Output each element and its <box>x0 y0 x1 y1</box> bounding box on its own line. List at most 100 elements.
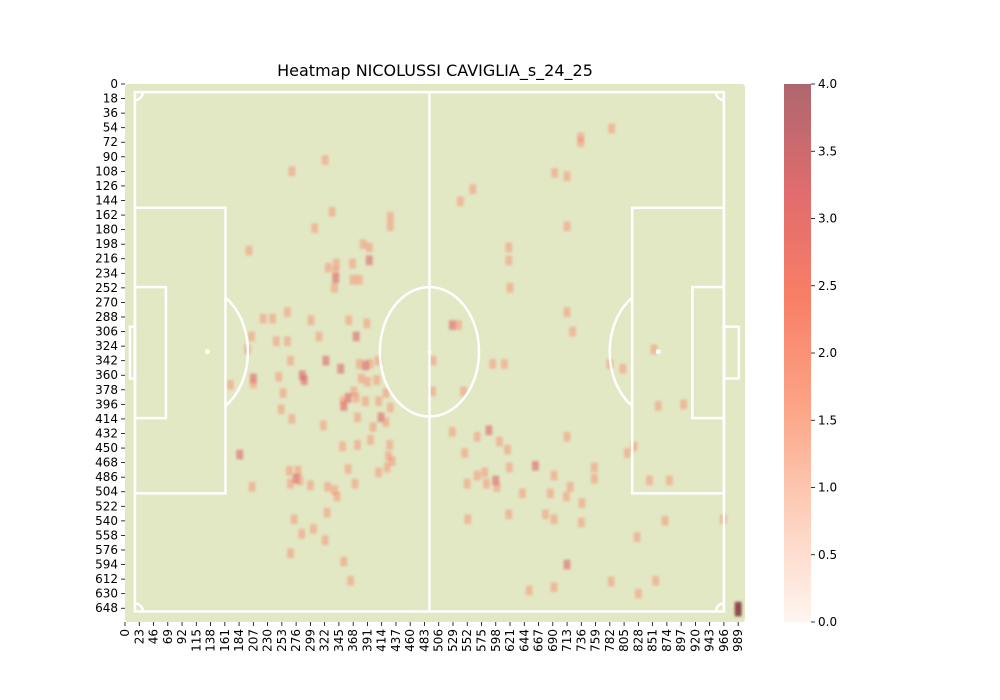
heat-cell <box>310 524 317 534</box>
heat-cell <box>365 242 373 253</box>
y-tick-label: 216 <box>95 252 118 266</box>
heat-cell <box>352 331 360 342</box>
heat-cell <box>448 427 456 437</box>
heat-cell <box>492 475 500 486</box>
heat-cell <box>323 507 331 518</box>
colorbar-tick-label: 2.0 <box>818 346 837 360</box>
center-circle <box>378 285 481 418</box>
heat-cell <box>455 320 462 330</box>
y-tick-label: 180 <box>95 223 118 237</box>
heat-cell <box>320 420 327 431</box>
heat-cell <box>245 245 253 256</box>
heat-cell <box>505 509 513 520</box>
heat-cell <box>340 556 348 567</box>
heat-cell <box>506 283 514 293</box>
colorbar-tick-label: 3.0 <box>818 212 837 226</box>
y-tick-label: 324 <box>95 339 118 353</box>
heat-cell <box>505 255 513 266</box>
heat-cell <box>734 601 742 612</box>
heat-cell <box>269 313 276 324</box>
heat-cell <box>481 467 488 478</box>
y-tick-label: 288 <box>95 310 118 324</box>
heat-cell <box>382 417 390 427</box>
heat-cell <box>496 436 503 447</box>
heat-cell <box>236 449 244 460</box>
heat-cell <box>382 388 390 398</box>
heat-cell <box>375 396 382 406</box>
heat-cell <box>337 363 345 374</box>
x-tick-label: 667 <box>532 629 546 652</box>
heat-cell <box>483 478 490 489</box>
heat-cell <box>324 482 332 492</box>
y-tick-label: 90 <box>103 150 118 164</box>
heat-cell <box>550 470 558 481</box>
x-tick-label: 989 <box>731 629 745 652</box>
corner-arc <box>714 91 725 102</box>
heat-cell <box>493 482 501 492</box>
heat-cell <box>272 336 280 347</box>
x-tick-label: 299 <box>303 629 317 652</box>
heat-cell <box>563 491 570 502</box>
heat-cell <box>652 575 660 586</box>
heat-cell <box>473 431 481 442</box>
x-tick-label: 322 <box>318 629 332 652</box>
heat-cell <box>339 441 346 452</box>
heat-cell <box>362 360 369 371</box>
x-axis: 0 23 46 69 92 115 138 161 184 207 230 253 276 299 322 3… <box>118 622 745 652</box>
left-goal <box>128 325 137 380</box>
heat-cell <box>377 412 385 423</box>
heat-cell <box>369 422 377 432</box>
y-tick-label: 504 <box>95 485 118 499</box>
x-tick-label: 437 <box>389 629 403 652</box>
y-tick-label: 0 <box>110 77 118 91</box>
heat-cell <box>349 258 356 269</box>
heat-cell <box>284 307 291 317</box>
heat-cell <box>339 396 347 406</box>
heat-cell <box>578 498 586 508</box>
right-goal <box>722 325 741 380</box>
x-tick-label: 529 <box>446 629 460 652</box>
corner-arc <box>714 602 725 612</box>
heat-cell <box>666 475 673 486</box>
heat-cell <box>429 355 437 366</box>
heat-cell <box>654 401 662 411</box>
heat-cell <box>650 344 658 355</box>
heat-cell <box>608 123 616 134</box>
heat-cell <box>373 375 381 385</box>
heat-cell <box>374 355 382 366</box>
heat-cell <box>680 399 687 410</box>
x-tick-label: 552 <box>460 629 474 652</box>
heat-cell <box>590 462 598 473</box>
y-tick-label: 252 <box>95 281 118 295</box>
heat-cell <box>525 585 533 596</box>
heat-cell <box>332 273 340 283</box>
chart-title: Heatmap NICOLUSSI CAVIGLIA_s_24_25 <box>277 61 593 81</box>
heat-cell <box>324 262 332 273</box>
heat-cell <box>623 448 631 458</box>
heat-cell <box>350 386 358 397</box>
x-tick-label: 115 <box>189 629 203 652</box>
x-tick-label: 736 <box>574 629 588 652</box>
heat-cell <box>386 211 394 222</box>
y-tick-label: 72 <box>103 135 118 149</box>
heat-cell <box>277 404 285 415</box>
heat-cell <box>296 475 304 486</box>
heat-cell <box>248 482 256 492</box>
heat-cell <box>284 336 291 347</box>
heat-cell <box>383 462 391 473</box>
colorbar: 0.0 0.5 1.0 1.5 2.0 2.5 3.0 3.5 4.0 <box>784 77 837 629</box>
heat-cell <box>292 473 300 484</box>
x-tick-label: 966 <box>717 629 731 652</box>
x-tick-label: 92 <box>175 629 189 644</box>
heat-cell <box>322 355 330 366</box>
heat-cell <box>285 465 293 476</box>
heat-cell <box>566 482 574 492</box>
heat-cell <box>661 516 669 526</box>
colorbar-tick-label: 0.0 <box>818 615 837 629</box>
heat-cell <box>551 168 559 178</box>
heat-cell <box>331 283 338 293</box>
heat-cell <box>460 386 467 397</box>
heat-cell <box>457 196 464 207</box>
x-tick-label: 920 <box>688 629 702 652</box>
heat-cell <box>363 318 371 329</box>
